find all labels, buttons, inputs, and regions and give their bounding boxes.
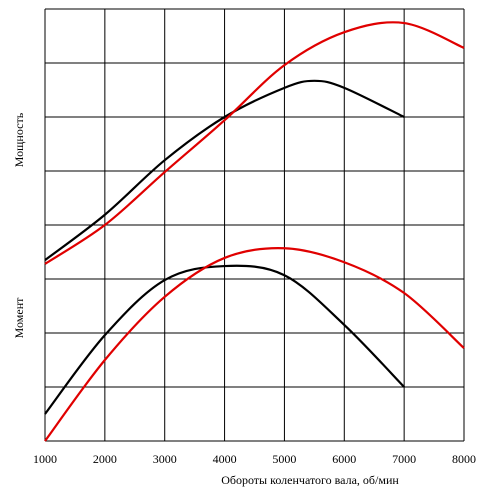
y-axis-label: Момент (12, 297, 26, 338)
x-tick-label: 2000 (93, 452, 117, 466)
line (44, 21, 465, 265)
x-tick-label: 3000 (153, 452, 177, 466)
line (44, 264, 405, 415)
x-tick-label: 8000 (452, 452, 476, 466)
line (44, 246, 465, 442)
x-tick-label: 1000 (33, 452, 57, 466)
y-axis-label: Мощность (12, 112, 26, 167)
x-tick-label: 6000 (332, 452, 356, 466)
x-tick-label: 4000 (213, 452, 237, 466)
x-axis-label: Обороты коленчатого вала, об/мин (221, 473, 399, 487)
line (44, 79, 405, 261)
x-tick-label: 7000 (392, 452, 416, 466)
x-tick-label: 5000 (272, 452, 296, 466)
